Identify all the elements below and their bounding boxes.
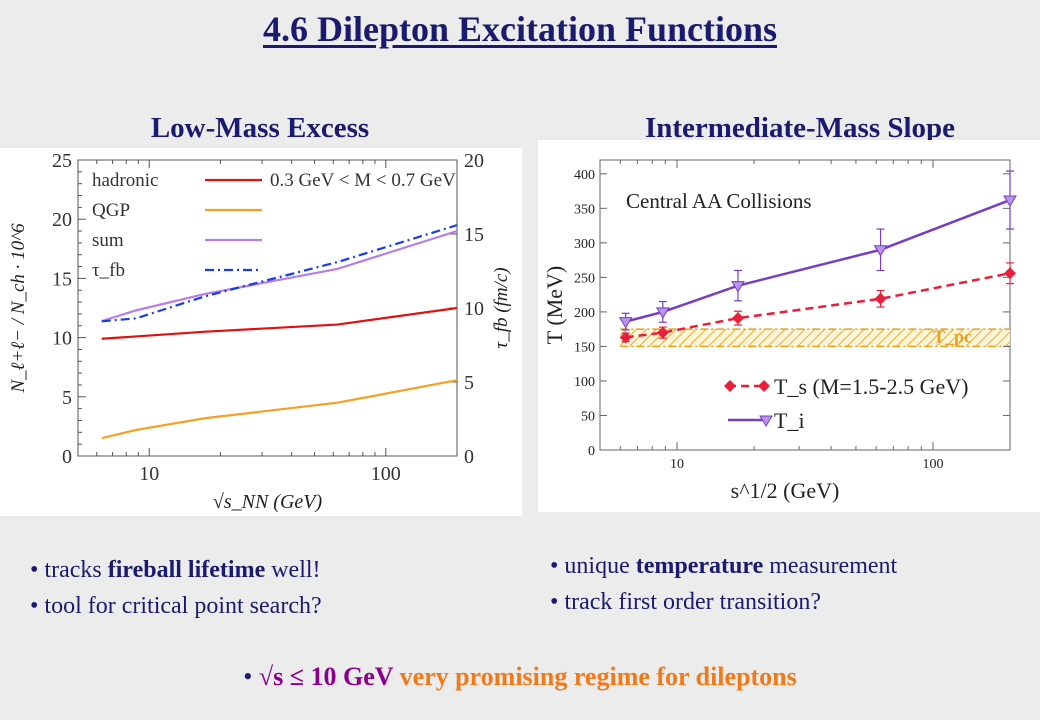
y-tick-label: 0: [588, 444, 595, 459]
x-axis-label: s^1/2 (GeV): [731, 478, 840, 503]
x-tick-label: 10: [139, 463, 159, 485]
legend-entry: T_s (M=1.5-2.5 GeV): [774, 374, 969, 399]
legend-marker: [759, 415, 773, 427]
plot-frame: [599, 159, 1011, 451]
legend-entry: T_i: [774, 408, 805, 433]
y-tick-label: 20: [52, 209, 72, 231]
legend-entry: hadronic: [92, 170, 158, 191]
y-axis-label: T (MeV): [542, 266, 567, 344]
y-axis-label: N_ℓ+ℓ− / N_ch · 10^6: [8, 223, 29, 394]
series-line-QGP: [101, 379, 458, 440]
y-tick-label: 150: [574, 340, 595, 355]
low-mass-chart: 0 5 10 15 20 25 0 5 10 15 20 10 100 √s_NN (GeV) N_ℓ+ℓ−…: [8, 150, 512, 513]
right-heading: Intermediate-Mass Slope: [644, 112, 956, 144]
data-point: [873, 245, 888, 257]
chart-annotation: Central AA Collisions: [626, 189, 812, 213]
data-point: [731, 281, 745, 293]
y-tick-label: 250: [574, 271, 595, 286]
y-tick-label: 100: [574, 375, 595, 390]
legend-entry: τ_fb: [92, 260, 125, 281]
y-tick-label: 50: [581, 409, 595, 424]
left-bullet-list: • tracks fireball lifetime well! • tool …: [30, 552, 322, 624]
y2-tick-label: 15: [464, 224, 484, 246]
y-tick-label: 15: [52, 268, 72, 290]
data-point: [618, 317, 633, 329]
data-point: [874, 292, 887, 305]
y2-tick-label: 10: [464, 298, 484, 320]
data-point: [656, 326, 669, 339]
legend-entry: sum: [92, 230, 124, 251]
y-tick-label: 10: [52, 328, 72, 350]
x-tick-label: 10: [670, 457, 684, 472]
band-label: T_pc: [933, 326, 972, 346]
summary-line: • √s ≤ 10 GeV very promising regime for …: [0, 662, 1040, 692]
y-tick-label: 200: [574, 306, 595, 321]
data-point: [731, 312, 744, 325]
y-tick-label: 25: [52, 150, 72, 172]
data-point: [1003, 195, 1017, 208]
right-bullet-list: • unique temperature measurement • track…: [550, 548, 897, 620]
series-line-sum: [101, 229, 458, 323]
y-tick-label: 350: [574, 202, 595, 217]
y2-tick-label: 20: [464, 150, 484, 172]
right-bullet-1: • unique temperature measurement: [550, 553, 898, 579]
right-chart-panel: T_pc 0 50 100 150 200 250 300 350 400 10 100 s^1/2 (…: [538, 140, 1040, 512]
summary-text: very promising regime for dileptons: [393, 662, 797, 691]
slide-title: 4.6 Dilepton Excitation Functions: [262, 9, 778, 49]
x-axis-label: √s_NN (GeV): [213, 491, 323, 513]
data-point: [619, 331, 632, 344]
legend-mass-range: 0.3 GeV < M < 0.7 GeV: [270, 170, 456, 191]
left-heading: Low-Mass Excess: [150, 112, 370, 144]
series-line-hadronic: [101, 306, 458, 340]
y-tick-label: 400: [574, 168, 595, 183]
series-line: [625, 272, 1011, 339]
energy-range: √s ≤ 10 GeV: [258, 662, 394, 691]
right-bullet-2: • track first order transition?: [550, 589, 821, 615]
y-tick-label: 300: [574, 237, 595, 252]
series-line-τ_fb: [101, 224, 458, 323]
intermediate-mass-chart: T_pc 0 50 100 150 200 250 300 350 400 10 100 s^1/2 (…: [542, 159, 1017, 503]
y2-axis-label: τ_fb (fm/c): [491, 267, 512, 348]
legend-marker: [724, 380, 736, 392]
summary-bullet: •: [243, 662, 253, 691]
left-bullet-2: • tool for critical point search?: [30, 593, 322, 619]
data-point: [1004, 267, 1016, 280]
y2-tick-label: 0: [464, 446, 474, 468]
transition-band: [620, 329, 1010, 347]
y-tick-label: 5: [62, 387, 72, 409]
y2-tick-label: 5: [464, 372, 474, 394]
x-tick-label: 100: [922, 457, 943, 472]
legend-entry: QGP: [92, 200, 130, 221]
legend-marker: [758, 380, 770, 392]
data-point: [655, 307, 670, 319]
x-tick-label: 100: [371, 463, 401, 485]
left-bullet-1: • tracks fireball lifetime well!: [30, 557, 321, 583]
left-chart-panel: 0 5 10 15 20 25 0 5 10 15 20 10 100 √s_NN (GeV) N_ℓ+ℓ−…: [0, 148, 522, 516]
y-tick-label: 0: [62, 446, 72, 468]
